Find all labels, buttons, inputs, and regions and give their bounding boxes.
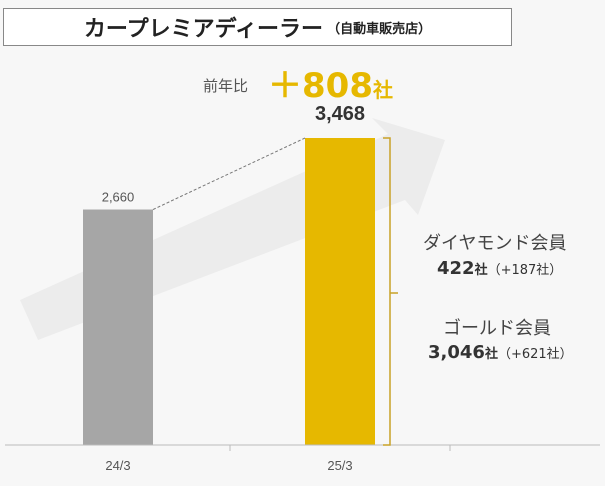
bar-24/3	[83, 209, 153, 445]
yoy-number: ＋808	[268, 66, 373, 106]
diamond-change: （+187社）	[487, 263, 563, 278]
x-tick-label: 25/3	[327, 458, 352, 473]
bar-25/3	[305, 138, 375, 445]
chart-title: カープレミアディーラー （自動車販売店）	[3, 8, 512, 46]
diamond-value: 422社（+187社）	[437, 258, 562, 279]
diamond-unit: 社	[474, 263, 488, 278]
gold-count: 3,046	[428, 342, 485, 363]
title-main: カープレミアディーラー	[83, 17, 324, 42]
title-sub: （自動車販売店）	[327, 21, 432, 37]
diamond-label: ダイヤモンド会員	[423, 233, 567, 254]
segment-brace	[383, 137, 398, 446]
yoy-unit: 社	[372, 78, 393, 102]
diamond-count: 422	[437, 258, 475, 279]
data-label: 3,468	[315, 103, 365, 125]
gold-label: ゴールド会員	[443, 318, 551, 339]
yoy-value: ＋808社	[268, 58, 393, 107]
connector-line	[152, 137, 306, 210]
gold-value: 3,046社（+621社）	[428, 342, 573, 363]
gold-change: （+621社）	[497, 347, 573, 362]
x-tick-label: 24/3	[105, 458, 130, 473]
gold-unit: 社	[484, 347, 498, 362]
data-label: 2,660	[102, 190, 135, 205]
yoy-label: 前年比	[203, 77, 249, 95]
